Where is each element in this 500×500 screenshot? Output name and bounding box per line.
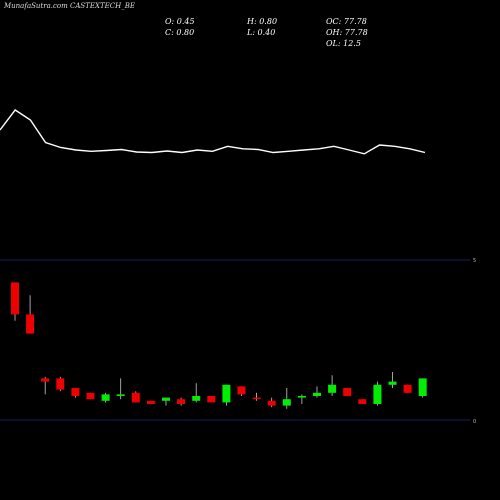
high-value: H: 0.80 (247, 17, 278, 26)
candle-down (56, 378, 65, 390)
candle-up (388, 381, 397, 385)
candle-down (207, 396, 216, 403)
candle-up (313, 392, 321, 396)
candle-down (267, 400, 276, 406)
candle-up (418, 378, 427, 396)
candle-down (86, 392, 95, 400)
candle-down (41, 378, 50, 382)
axis-bottom-label: 0 (473, 419, 476, 425)
candle-down (343, 388, 352, 396)
candle-down (252, 397, 261, 400)
candle-up (282, 399, 291, 406)
candle-down (131, 392, 140, 403)
close-value: C: 0.80 (165, 28, 195, 37)
ol-value: OL: 12.5 (326, 39, 361, 48)
price-line (0, 109, 426, 155)
candle-up (373, 384, 382, 404)
candle-down (146, 400, 155, 404)
candle-down (26, 314, 35, 334)
candle-down (71, 388, 80, 396)
candle-down (11, 282, 19, 315)
candle-up (328, 384, 337, 393)
candle-down (177, 399, 186, 404)
candle-down (237, 386, 246, 395)
candle-down (403, 384, 412, 393)
axis-top-label: 5 (473, 258, 476, 264)
candles-group (11, 282, 427, 409)
low-value: L: 0.40 (247, 28, 276, 37)
chart-title: MunafaSutra.com CASTEXTECH_BE (4, 2, 135, 10)
candle-up (297, 396, 306, 398)
oh-value: OH: 77.78 (326, 28, 368, 37)
candle-up (101, 394, 110, 401)
candle-down (358, 399, 367, 404)
candle-up (222, 384, 231, 403)
candle-up (116, 394, 125, 396)
candle-up (162, 397, 170, 401)
candle-up (192, 396, 201, 401)
oc-value: OC: 77.78 (326, 17, 367, 26)
open-value: O: 0.45 (165, 17, 195, 26)
